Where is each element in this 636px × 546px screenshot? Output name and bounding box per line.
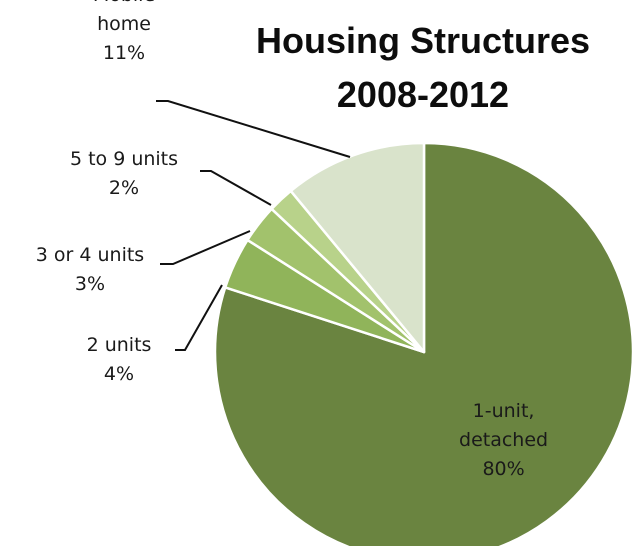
data-label-5-to-9-units: 5 to 9 units 2% [70, 148, 178, 199]
data-label-mobile-home: Mobilehome11% [93, 0, 155, 64]
chart-subtitle: 2008-2012 [337, 74, 509, 115]
leader-line-2-units [175, 284, 223, 351]
leader-line-3-or-4-units [160, 230, 251, 265]
leader-line-mobile-home [156, 100, 351, 158]
data-labels: 1-unit, detached 80% 2 units 4% 3 or 4 units 3… [36, 0, 548, 480]
data-label-2-units: 2 units 4% [87, 334, 152, 385]
leader-line-5-to-9-units [200, 170, 272, 206]
data-label-1-unit-detached: 1-unit, detached 80% [459, 400, 548, 480]
pie-slices [213, 141, 635, 546]
pie-slice-mobile-home [289, 141, 426, 354]
leader-lines [156, 100, 351, 351]
data-label-3-or-4-units: 3 or 4 units 3% [36, 244, 144, 295]
chart-title: Housing Structures [256, 20, 590, 61]
